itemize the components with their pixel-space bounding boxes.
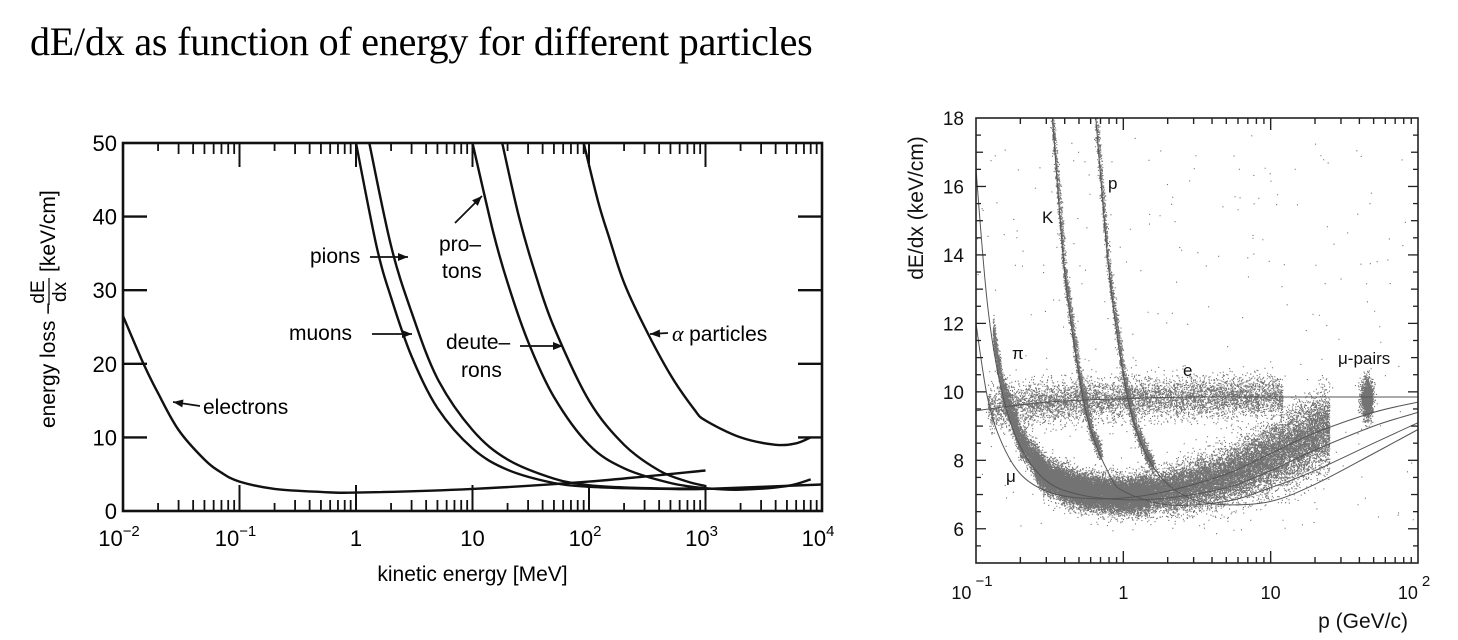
- curve-electrons: [123, 315, 706, 494]
- energy-loss-chart: 0 10 20 30 40 50 10−2 10−1 1 10 102 103 104 electron…: [28, 131, 835, 586]
- label-protons-line1: pro–: [439, 233, 481, 256]
- label-deuterons-line2: rons: [461, 359, 502, 382]
- x-tick-label: 10−1: [215, 523, 257, 551]
- y-tick-label: 10: [93, 425, 117, 450]
- pions-arrow-arrowhead: [398, 253, 408, 261]
- page-title: dE/dx as function of energy for differen…: [30, 19, 813, 64]
- fit-curve-muon: [976, 323, 1418, 500]
- y-tick-label: 14: [943, 246, 965, 267]
- y-tick-label: 8: [953, 451, 964, 472]
- x-tick-label: 10−1: [951, 573, 992, 603]
- annotation-label: μ-pairs: [1338, 349, 1390, 368]
- annotation-label: e: [1183, 361, 1192, 380]
- annotation-label: p: [1108, 174, 1117, 193]
- curve-deuterons: [501, 143, 706, 488]
- y-tick-label: 12: [943, 314, 964, 335]
- y-axis-label: energy loss −dE dx [keV/cm]: [28, 190, 71, 428]
- muons-arrow-arrowhead: [402, 330, 412, 338]
- y-tick-label: 20: [93, 352, 117, 377]
- y-tick-label: 30: [93, 278, 117, 303]
- annotation-label: π: [1012, 344, 1024, 363]
- x-tick-label: 10: [1261, 583, 1281, 603]
- x-tick-label: 10−2: [98, 523, 140, 551]
- y-tick-label: 6: [953, 520, 964, 541]
- fit-curve-p: [1095, 118, 1418, 506]
- x-axis-label: kinetic energy [MeV]: [377, 563, 567, 586]
- curve-muons: [354, 143, 822, 491]
- curve-protons: [471, 143, 812, 491]
- y-tick-label: 18: [943, 109, 964, 130]
- y-axis-label: dE/dx (keV/cm): [905, 136, 928, 280]
- x-tick-label: 10: [460, 526, 484, 551]
- y-axis-label-prefix: energy loss −: [37, 303, 60, 429]
- label-pions: pions: [310, 245, 360, 268]
- label-deuterons-line1: deute–: [446, 331, 511, 354]
- y-tick-label: 0: [105, 499, 117, 524]
- y-axis-label-frac-num: dE: [28, 280, 49, 303]
- label-muons: muons: [289, 322, 352, 345]
- curve-pions: [368, 143, 706, 490]
- y-tick-label: 50: [93, 131, 117, 156]
- y-tick-label: 16: [943, 177, 964, 198]
- x-tick-label: 102: [569, 523, 602, 551]
- x-tick-label: 1: [1118, 583, 1128, 603]
- fit-curve-e: [976, 396, 1418, 412]
- y-tick-label: 10: [943, 383, 964, 404]
- curve-particles: [582, 143, 812, 447]
- y-tick-label: 40: [93, 205, 117, 230]
- scatter-points: [977, 118, 1418, 535]
- x-tick-label: 104: [802, 523, 835, 551]
- x-tick-label: 1: [350, 526, 362, 551]
- label-alpha-particles: α particles: [672, 321, 767, 346]
- dedx-momentum-chart: 6 8 10 12 14 16 18 10−1 1 10 102 Kp π μ e μ-pairs p (G…: [905, 109, 1430, 633]
- alpha-arrow-arrowhead: [650, 329, 661, 338]
- fit-curve-k: [1051, 118, 1418, 506]
- deuterons-arrow-arrowhead: [553, 342, 563, 350]
- label-protons-line2: tons: [442, 260, 482, 283]
- x-tick-label: 103: [685, 523, 718, 551]
- y-axis-label-suffix: [keV/cm]: [37, 190, 60, 272]
- annotation-label: μ: [1006, 467, 1016, 486]
- label-electrons: electrons: [203, 396, 288, 419]
- fit-curve-pion: [976, 169, 1418, 501]
- y-axis-label-frac-den: dx: [50, 281, 71, 302]
- x-axis-label: p (GeV/c): [1318, 610, 1408, 633]
- x-tick-label: 102: [1398, 573, 1430, 603]
- electrons-arrow-arrowhead: [173, 399, 184, 408]
- protons-arrow-arrowhead: [472, 196, 482, 206]
- annotation-label: K: [1042, 208, 1054, 227]
